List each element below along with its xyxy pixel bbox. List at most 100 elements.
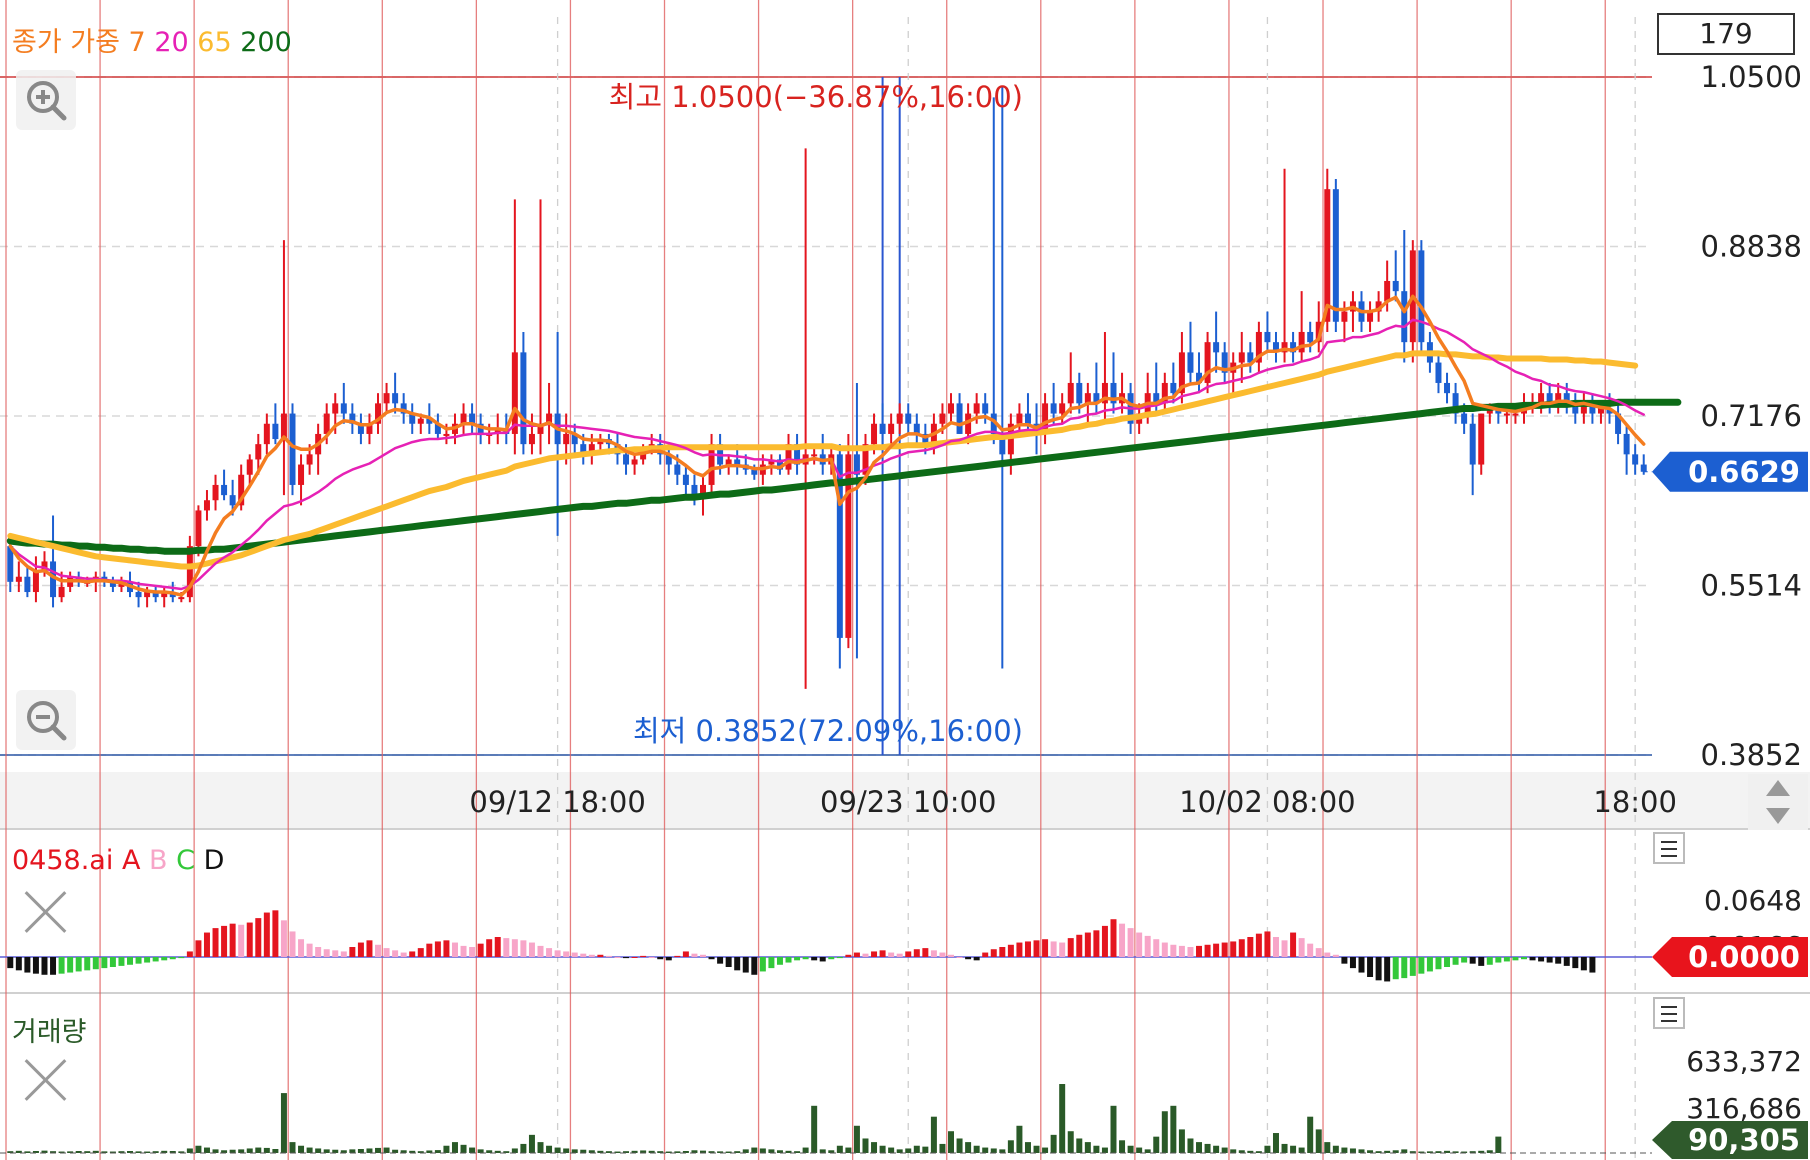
candle-body [349,413,356,424]
osc-bar [640,955,647,957]
candle-body [794,444,801,465]
volume-bar [1435,1151,1442,1153]
volume-bar [631,1150,638,1153]
osc-bar [896,953,903,957]
volume-bar [212,1149,219,1153]
candle-body [1076,382,1083,404]
candle-body [1307,331,1314,343]
osc-bar [486,939,493,957]
osc-bar [956,957,963,958]
price-tick-label: 0.8838 [1701,230,1802,264]
osc-bar [1307,943,1314,957]
high-annotation: 최고 1.0500(−36.87%,16:00) [609,80,1023,114]
volume-bar [50,1151,57,1153]
candle-body [999,433,1006,455]
osc-bar [272,910,279,957]
candle-body [1298,331,1305,353]
candle-body [708,444,715,485]
osc-bar [1196,945,1203,957]
osc-bar [306,943,313,957]
osc-bar [588,954,595,957]
candle-body [366,423,373,434]
osc-bar [503,938,510,957]
candle-body [1452,393,1459,414]
zoom-in-button[interactable] [16,70,76,130]
candle-body [1187,352,1194,373]
osc-bar [759,957,766,972]
indicator-menu-button[interactable] [1653,832,1685,864]
osc-bar [469,947,476,957]
volume-bar [1444,1150,1451,1153]
volume-bar [1119,1140,1126,1153]
volume-bar [1392,1150,1399,1153]
candle-body [1615,413,1622,434]
count-box[interactable]: 179 [1657,13,1795,55]
candle-body [1255,331,1262,363]
osc-bar [1418,957,1425,974]
volume-close-button[interactable] [22,1056,70,1104]
volume-bar [1059,1084,1066,1153]
volume-bar [1409,1151,1416,1153]
candle-body [1050,403,1057,414]
osc-bar [477,943,484,957]
volume-bar [1272,1133,1279,1153]
volume-bar [1033,1145,1040,1153]
candle-body [528,433,535,445]
candle-body [221,484,228,496]
candle-body [1546,393,1553,404]
osc-bar [1033,940,1040,957]
volume-bar [144,1151,151,1153]
zoom-out-button[interactable] [16,690,76,750]
osc-bar [1050,941,1057,957]
osc-current-label: 0.0000 [1688,940,1800,974]
sort-button[interactable] [1748,774,1808,830]
volume-bar [1153,1136,1160,1153]
osc-bar [212,928,219,957]
osc-bar [195,940,202,957]
osc-bar [366,940,373,957]
volume-bar [1178,1129,1185,1153]
candle-body [161,592,168,598]
candle-body [203,500,210,511]
candle-body [896,413,903,424]
zoom-in-icon [27,81,67,121]
time-tick-label: 09/23 10:00 [820,785,996,819]
osc-bar [460,945,467,957]
osc-bar [50,957,57,975]
osc-bar [1213,943,1220,957]
candle-body [58,586,65,598]
volume-bar [614,1151,621,1153]
osc-bar [1153,939,1160,957]
volume-bar [1084,1142,1091,1153]
candle-body [785,444,792,470]
volume-bar [1324,1142,1331,1153]
osc-bar [84,957,91,971]
volume-bar [1461,1151,1468,1153]
up-down-arrows-icon [1766,780,1790,824]
candle-body [7,546,14,582]
osc-bar [1555,957,1562,964]
osc-bar [571,952,578,957]
candle-body [546,413,553,424]
candle-body [1384,280,1391,302]
osc-bar [1563,957,1570,966]
candle-body [537,423,544,434]
indicator-close-button[interactable] [22,888,70,936]
osc-bar [67,957,74,973]
osc-bar [315,947,322,957]
volume-tick-label: 316,686 [1686,1092,1802,1125]
osc-bar [751,957,758,975]
volume-bar [751,1147,758,1153]
volume-menu-button[interactable] [1653,997,1685,1029]
osc-bar [1478,957,1485,966]
candle-body [238,474,245,506]
price-tick-label: 1.0500 [1701,60,1802,94]
indicator-c: C [176,845,195,876]
zoom-out-icon [27,701,67,741]
candle-body [1272,342,1279,353]
candle-body [965,413,972,434]
candle-body [751,469,758,475]
osc-bar [1024,941,1031,957]
osc-bar [845,954,852,957]
